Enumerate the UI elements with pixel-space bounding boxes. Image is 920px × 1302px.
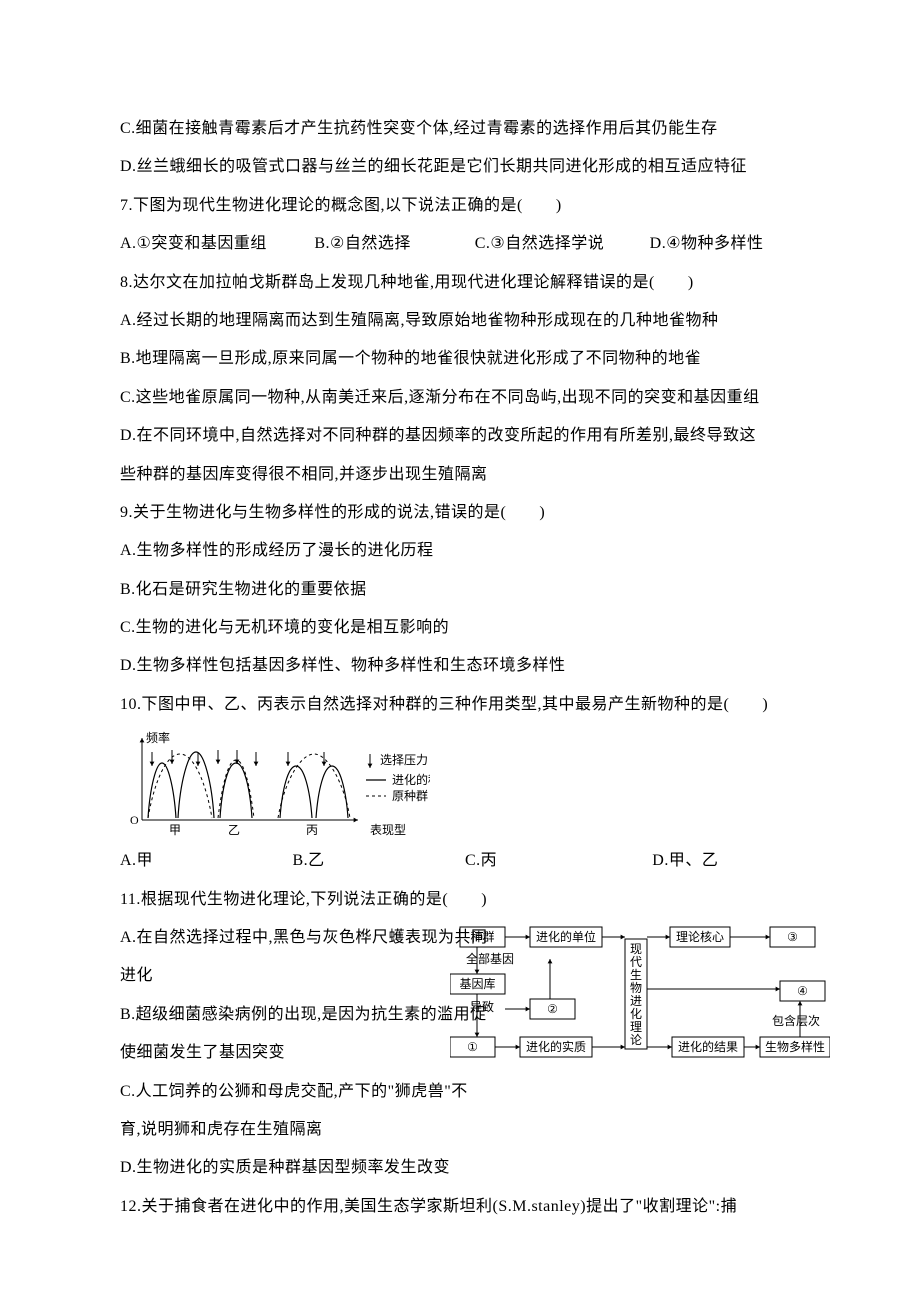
question-11: 11.根据现代生物进化理论,下列说法正确的是( ) <box>120 881 810 919</box>
svg-text:④: ④ <box>797 984 808 998</box>
svg-text:代: 代 <box>630 955 642 969</box>
svg-text:乙: 乙 <box>228 823 240 837</box>
q11-wrap: 种群进化的单位理论核心③基因库②①进化的实质进化的结果④生物多样性现代生物进化理… <box>120 919 810 1073</box>
q7-options: A.①突变和基因重组 B.②自然选择 C.③自然选择学说 D.④物种多样性 <box>120 225 810 263</box>
svg-text:进化的结果: 进化的结果 <box>678 1039 738 1054</box>
q7-opt-a: A.①突变和基因重组 <box>120 225 314 263</box>
svg-text:频率: 频率 <box>146 730 170 745</box>
svg-text:进化的实质: 进化的实质 <box>526 1039 586 1054</box>
svg-text:化: 化 <box>630 1007 642 1021</box>
q9-opt-c: C.生物的进化与无机环境的变化是相互影响的 <box>120 609 810 647</box>
svg-text:全部基因: 全部基因 <box>466 951 514 966</box>
svg-text:③: ③ <box>787 930 798 944</box>
q7-opt-d: D.④物种多样性 <box>650 225 810 263</box>
question-12: 12.关于捕食者在进化中的作用,美国生态学家斯坦利(S.M.stanley)提出… <box>120 1188 810 1226</box>
svg-text:选择压力: 选择压力 <box>380 753 428 767</box>
q8-opt-d-l2: 些种群的基因库变得很不相同,并逐步出现生殖隔离 <box>120 456 810 494</box>
question-10: 10.下图中甲、乙、丙表示自然选择对种群的三种作用类型,其中最易产生新物种的是(… <box>120 686 810 724</box>
svg-text:原种群: 原种群 <box>392 789 428 803</box>
question-9: 9.关于生物进化与生物多样性的形成的说法,错误的是( ) <box>120 494 810 532</box>
svg-text:包含层次: 包含层次 <box>772 1013 820 1028</box>
q11-c-l2: 育,说明狮和虎存在生殖隔离 <box>120 1111 810 1149</box>
svg-text:生: 生 <box>630 968 642 982</box>
q10-opt-b: B.乙 <box>293 842 466 880</box>
q10-options: A.甲 B.乙 C.丙 D.甲、乙 <box>120 842 810 880</box>
svg-text:物: 物 <box>630 981 642 995</box>
svg-text:表现型: 表现型 <box>370 823 406 837</box>
q7-opt-c: C.③自然选择学说 <box>475 225 650 263</box>
q8-opt-a: A.经过长期的地理隔离而达到生殖隔离,导致原始地雀物种形成现在的几种地雀物种 <box>120 302 810 340</box>
q11-b-l1: B.超级细菌感染病例的出现,是因为抗生素的滥用促 <box>120 996 500 1034</box>
document-page: C.细菌在接触青霉素后才产生抗药性突变个体,经过青霉素的选择作用后其仍能生存 D… <box>0 0 920 1286</box>
q10-opt-c: C.丙 <box>465 842 652 880</box>
option-d: D.丝兰蛾细长的吸管式口器与丝兰的细长花距是它们长期共同进化形成的相互适应特征 <box>120 148 810 186</box>
svg-text:理论核心: 理论核心 <box>676 930 724 944</box>
svg-text:生物多样性: 生物多样性 <box>765 1039 825 1054</box>
svg-text:进: 进 <box>630 994 642 1008</box>
svg-text:导致: 导致 <box>470 1000 494 1014</box>
svg-text:丙: 丙 <box>306 823 318 837</box>
q8-opt-c: C.这些地雀原属同一物种,从南美迁来后,逐渐分布在不同岛屿,出现不同的突变和基因… <box>120 379 810 417</box>
svg-text:理: 理 <box>630 1020 642 1034</box>
q11-a-l2: 进化 <box>120 957 500 995</box>
svg-text:②: ② <box>547 1002 558 1016</box>
svg-text:甲: 甲 <box>169 823 181 837</box>
question-8: 8.达尔文在加拉帕戈斯群岛上发现几种地雀,用现代进化理论解释错误的是( ) <box>120 264 810 302</box>
option-c: C.细菌在接触青霉素后才产生抗药性突变个体,经过青霉素的选择作用后其仍能生存 <box>120 110 810 148</box>
svg-text:论: 论 <box>630 1033 642 1047</box>
q11-d: D.生物进化的实质是种群基因型频率发生改变 <box>120 1149 810 1187</box>
q9-opt-b: B.化石是研究生物进化的重要依据 <box>120 571 810 609</box>
question-7: 7.下图为现代生物进化理论的概念图,以下说法正确的是( ) <box>120 187 810 225</box>
q11-a-l1: A.在自然选择过程中,黑色与灰色桦尺蠖表现为共同 <box>120 919 500 957</box>
q11-b-l2: 使细菌发生了基因突变 <box>120 1034 500 1072</box>
svg-text:种群: 种群 <box>470 930 494 944</box>
q10-opt-a: A.甲 <box>120 842 293 880</box>
q9-opt-a: A.生物多样性的形成经历了漫长的进化历程 <box>120 532 810 570</box>
q8-opt-b: B.地理隔离一旦形成,原来同属一个物种的地雀很快就进化形成了不同物种的地雀 <box>120 340 810 378</box>
concept-diagram: 种群 进化的单位 理论核心 ③ 基因库 ② ① 进化的实质 进化的结果 ④ 生物多样性 现代生物进化理… <box>450 919 830 1069</box>
q8-opt-d-l1: D.在不同环境中,自然选择对不同种群的基因频率的改变所起的作用有所差别,最终导致… <box>120 417 810 455</box>
svg-text:基因库: 基因库 <box>459 976 495 991</box>
svg-text:进化的单位: 进化的单位 <box>536 929 596 944</box>
q9-opt-d: D.生物多样性包括基因多样性、物种多样性和生态环境多样性 <box>120 647 810 685</box>
svg-text:进化的种群: 进化的种群 <box>392 772 430 787</box>
svg-text:①: ① <box>467 1040 478 1054</box>
svg-text:现: 现 <box>630 942 642 956</box>
q7-opt-b: B.②自然选择 <box>314 225 474 263</box>
svg-text:O: O <box>130 813 139 827</box>
q11-c-l1: C.人工饲养的公狮和母虎交配,产下的"狮虎兽"不 <box>120 1073 810 1111</box>
selection-chart: O 频率甲 乙 丙 表现型 选择压力进化的种群原种群 <box>120 728 430 838</box>
concept-diagram-wrap: 种群 进化的单位 理论核心 ③ 基因库 ② ① 进化的实质 进化的结果 ④ 生物多样性 现代生物进化理… <box>450 919 830 1074</box>
q10-opt-d: D.甲、乙 <box>652 842 810 880</box>
